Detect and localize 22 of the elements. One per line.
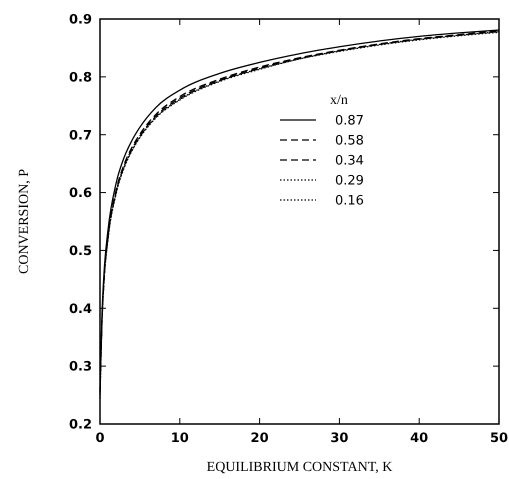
y-tick-label: 0.3 [68, 360, 92, 375]
y-tick-label: 0.7 [68, 128, 92, 144]
x-tick-label: 30 [330, 431, 348, 446]
y-tick-label: 0.9 [68, 12, 92, 28]
y-tick-label: 0.4 [68, 302, 92, 317]
x-tick-label: 40 [410, 431, 428, 446]
legend-label: 0.58 [335, 134, 364, 149]
x-tick-label: 0 [95, 431, 105, 446]
y-tick-label: 0.2 [68, 418, 92, 433]
x-axis-title: EQUILIBRIUM CONSTANT, K [206, 460, 392, 475]
x-tick-label: 10 [170, 431, 189, 446]
y-tick-label: 0.6 [68, 186, 92, 202]
legend-title: x/n [330, 93, 348, 108]
legend-label: 0.29 [335, 174, 364, 189]
y-axis-title: CONVERSION, P [17, 168, 32, 274]
legend-label: 0.87 [335, 114, 364, 129]
legend-label: 0.16 [335, 194, 364, 209]
x-tick-label: 20 [250, 431, 269, 446]
y-tick-label: 0.8 [68, 70, 92, 86]
legend-label: 0.34 [335, 154, 364, 169]
y-tick-label: 0.5 [68, 244, 92, 259]
x-tick-label: 50 [490, 431, 508, 446]
